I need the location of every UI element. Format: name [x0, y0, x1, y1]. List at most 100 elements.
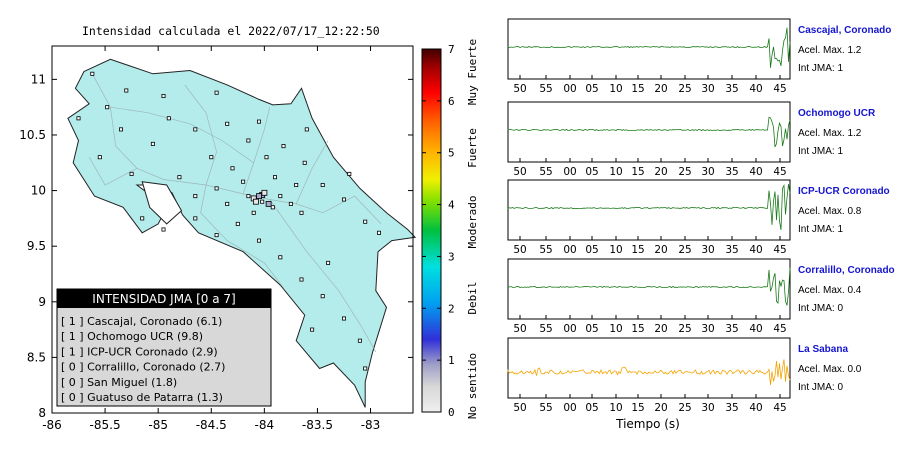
trace-station-name: Ochomogo UCR — [798, 108, 876, 119]
station-marker — [124, 88, 129, 93]
station-marker — [320, 294, 325, 299]
y-tick-label: 10.5 — [19, 128, 46, 142]
trace-tick-label: 10 — [609, 166, 622, 178]
trace-tick-label: 20 — [654, 323, 667, 335]
trace-tick-label: 30 — [701, 402, 714, 414]
trace-frame — [507, 258, 791, 320]
trace-station-name: La Sabana — [798, 344, 848, 355]
legend-row: [ 0 ] Corralillo, Coronado (2.7) — [61, 361, 225, 374]
trace-frame — [507, 18, 791, 80]
colorbar-tick-label: 3 — [448, 250, 455, 263]
trace-station-name: ICP-UCR Coronado — [798, 186, 890, 197]
intensity-marker — [252, 198, 259, 205]
trace-xlabel: Tiempo (s) — [615, 417, 680, 431]
station-marker — [97, 155, 102, 160]
trace-tick-label: 45 — [773, 244, 786, 256]
trace-accel: Acel. Max. 0.4 — [798, 285, 862, 296]
trace-tick-label: 10 — [609, 83, 622, 95]
intensity-marker — [265, 200, 272, 207]
trace-station-name: Corralillo, Coronado — [798, 265, 895, 276]
colorbar-bar — [421, 48, 442, 413]
station-marker — [341, 197, 346, 202]
trace-tick-label: 10 — [609, 244, 622, 256]
station-marker — [214, 233, 219, 238]
trace-accel: Acel. Max. 1.2 — [798, 128, 862, 139]
station-marker — [357, 338, 362, 343]
station-marker — [235, 221, 240, 226]
station-marker — [140, 216, 145, 221]
trace-tick-label: 20 — [654, 83, 667, 95]
trace-tick-label: 55 — [539, 166, 552, 178]
station-marker — [161, 94, 166, 99]
trace-tick-label: 45 — [773, 166, 786, 178]
station-marker — [288, 201, 293, 206]
station-marker — [302, 160, 307, 165]
x-tick-label: -84.5 — [196, 418, 227, 432]
y-tick-label: 8.5 — [27, 350, 46, 364]
trace-tick-label: 15 — [631, 166, 644, 178]
trace-tick-label: 15 — [631, 244, 644, 256]
trace-tick-label: 05 — [585, 323, 598, 335]
map-road — [88, 157, 138, 186]
legend-row: [ 1 ] ICP-UCR Coronado (2.9) — [61, 345, 218, 358]
station-marker — [150, 141, 155, 146]
trace-tick-label: 30 — [701, 323, 714, 335]
trace-tick-label: 55 — [539, 323, 552, 335]
station-marker — [310, 327, 315, 332]
trace-tick-label: 50 — [513, 402, 526, 414]
map-title: Intensidad calculada el 2022/07/17_12:22… — [82, 24, 380, 38]
station-marker — [105, 105, 110, 110]
trace-tick-label: 25 — [678, 244, 691, 256]
trace-tick-label: 40 — [749, 323, 762, 335]
colorbar-category: Fuerte — [466, 128, 479, 168]
station-marker — [193, 216, 198, 221]
trace-tick-label: 05 — [585, 166, 598, 178]
y-tick-label: 9 — [38, 295, 46, 309]
trace-tick-label: 15 — [631, 83, 644, 95]
legend-row: [ 1 ] Ochomogo UCR (9.8) — [61, 330, 203, 343]
station-marker — [256, 238, 261, 243]
station-marker — [363, 366, 368, 371]
map-road — [110, 106, 254, 164]
station-marker — [278, 255, 283, 260]
station-marker — [299, 277, 304, 282]
legend-row: [ 1 ] Cascajal, Coronado (6.1) — [61, 315, 222, 328]
y-tick-label: 8 — [38, 406, 46, 420]
station-marker — [294, 182, 299, 187]
trace-accel: Acel. Max. 0.8 — [798, 206, 862, 217]
y-tick-label: 9.5 — [27, 239, 46, 253]
waveform-trace — [507, 116, 791, 148]
trace-tick-label: 35 — [725, 166, 738, 178]
station-marker — [214, 186, 219, 191]
trace-tick-label: 10 — [609, 402, 622, 414]
station-marker — [363, 219, 368, 224]
station-marker — [246, 194, 251, 199]
trace-tick-label: 50 — [513, 83, 526, 95]
station-marker — [320, 182, 325, 187]
colorbar-tick-label: 4 — [448, 199, 455, 212]
trace-intensity: Int JMA: 0 — [798, 382, 843, 393]
map-road — [242, 107, 271, 195]
x-tick-label: -86 — [42, 418, 62, 432]
station-marker — [246, 138, 251, 143]
trace-tick-label: 00 — [563, 244, 576, 256]
trace-tick-label: 35 — [725, 244, 738, 256]
station-marker — [177, 175, 182, 180]
station-marker — [376, 230, 381, 235]
trace-tick-label: 00 — [563, 166, 576, 178]
trace-intensity: Int JMA: 1 — [798, 224, 843, 235]
station-marker — [225, 201, 230, 206]
station-marker — [304, 127, 309, 132]
trace-intensity: Int JMA: 0 — [798, 303, 843, 314]
map-road — [200, 184, 286, 291]
trace-frame — [507, 101, 791, 163]
trace-tick-label: 05 — [585, 402, 598, 414]
trace-tick-label: 00 — [563, 402, 576, 414]
trace-tick-label: 30 — [701, 244, 714, 256]
costa-rica-landmass — [67, 58, 417, 408]
x-tick-label: -83 — [361, 418, 381, 432]
trace-tick-label: 40 — [749, 402, 762, 414]
trace-tick-label: 10 — [609, 323, 622, 335]
colorbar-tick-label: 1 — [448, 354, 455, 367]
